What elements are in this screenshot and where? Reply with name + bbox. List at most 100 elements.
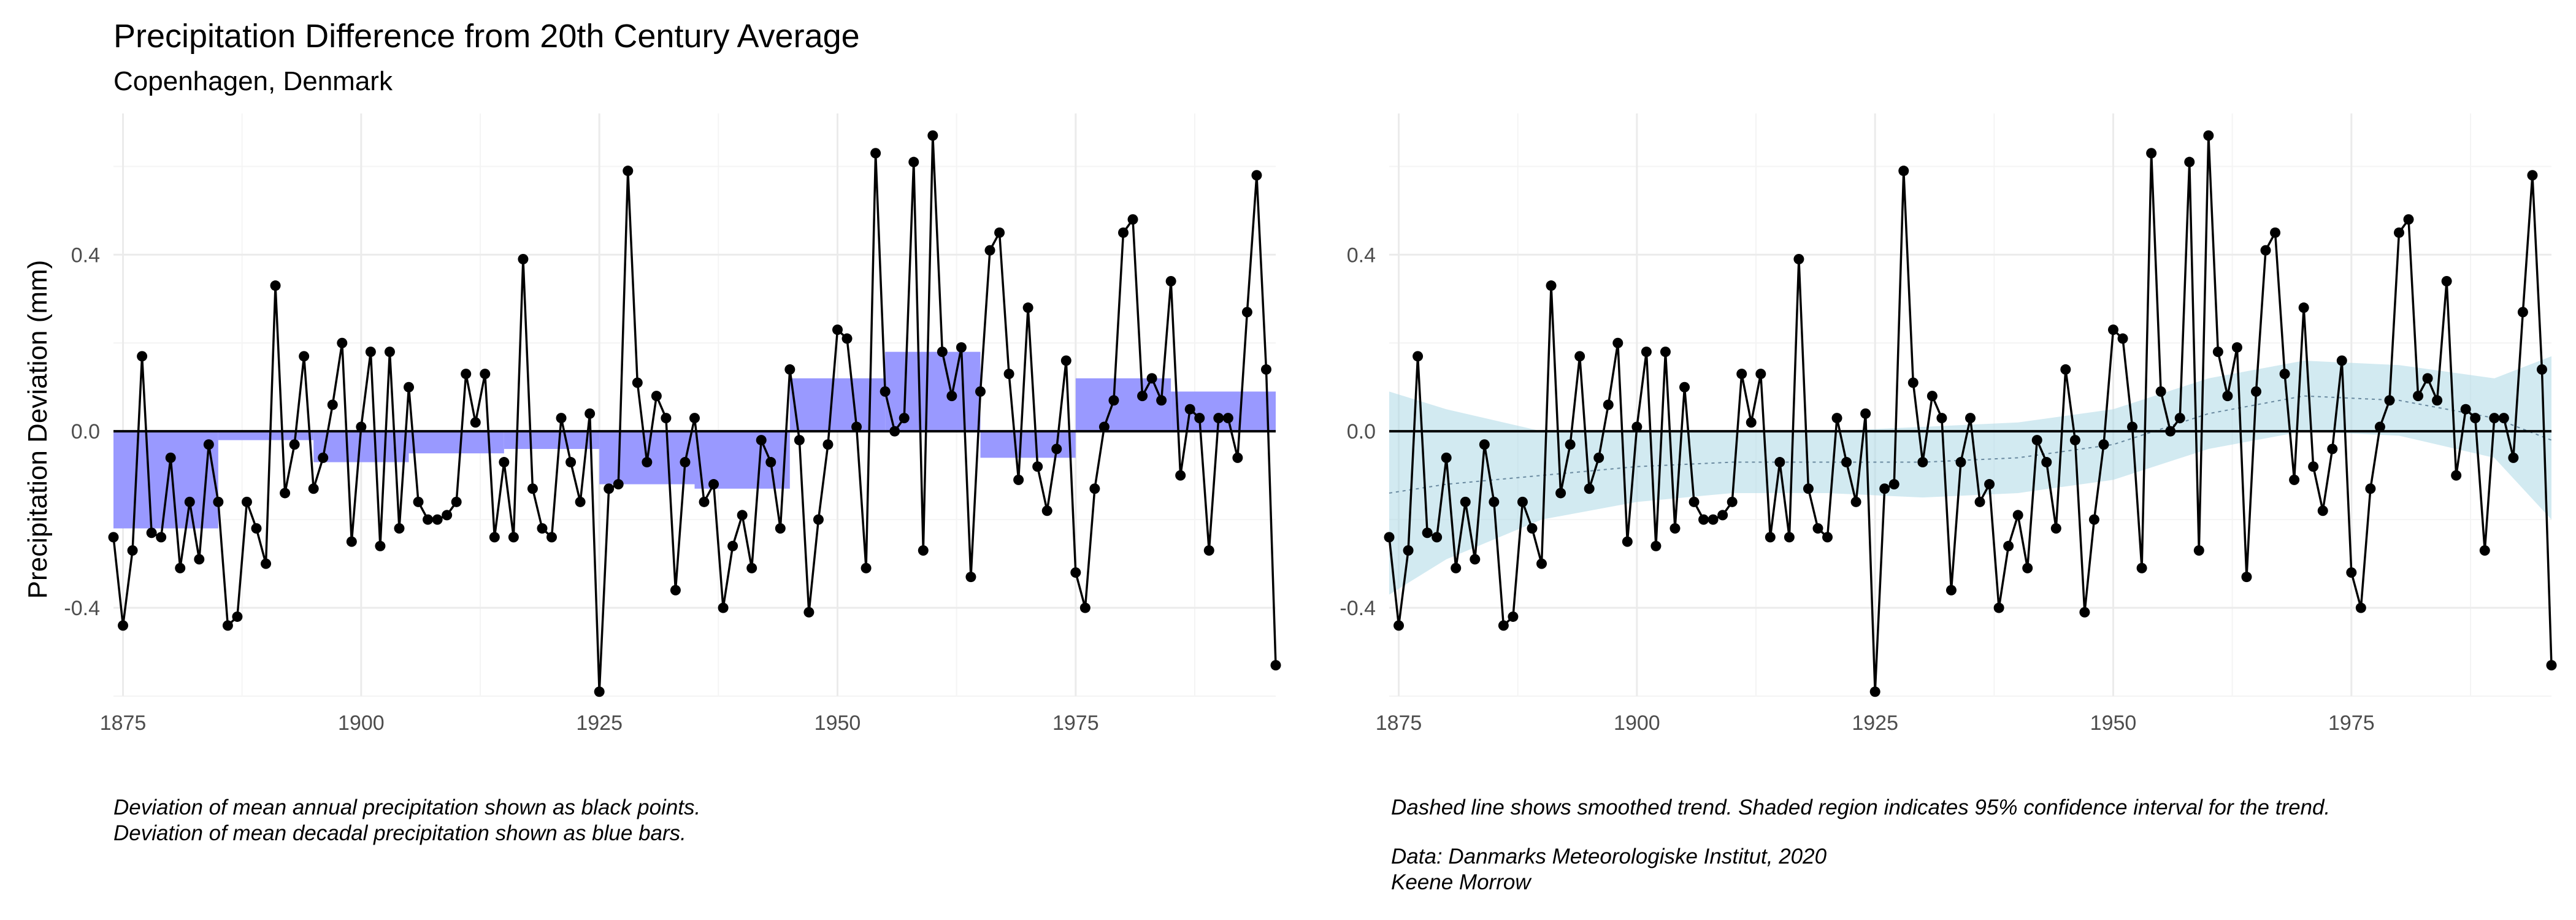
annual-point — [2327, 443, 2338, 454]
annual-point — [870, 148, 881, 159]
annual-point — [2432, 395, 2443, 406]
annual-point — [1527, 523, 1538, 534]
annual-point — [1127, 214, 1138, 225]
annual-point — [880, 386, 891, 397]
y-tick-label: -0.4 — [1340, 597, 1376, 620]
annual-point — [404, 381, 415, 393]
annual-point — [2489, 413, 2500, 424]
annual-point — [832, 324, 843, 335]
annual-point — [289, 439, 300, 450]
chart-title: Precipitation Difference from 20th Centu… — [113, 18, 860, 55]
decadal-bar — [1075, 378, 1171, 432]
annual-point — [1213, 413, 1224, 424]
annual-point — [1717, 510, 1728, 521]
annual-point — [2298, 302, 2309, 313]
annual-point — [1660, 347, 1671, 358]
trend-line — [1389, 395, 2552, 494]
annual-point — [1489, 496, 1500, 507]
annual-point — [813, 514, 824, 525]
annual-point — [2365, 483, 2376, 494]
annual-point — [2069, 435, 2080, 446]
annual-point — [299, 351, 310, 362]
annual-point — [1784, 532, 1795, 543]
annual-point — [1203, 545, 1214, 556]
annual-point — [442, 510, 453, 521]
annual-point — [1393, 620, 1405, 631]
annual-point — [337, 337, 348, 348]
annual-point — [737, 510, 748, 521]
annual-point — [194, 554, 205, 565]
x-tick-label: 1875 — [1376, 711, 1422, 735]
annual-point — [1422, 527, 1433, 539]
annual-point — [318, 452, 329, 463]
annual-point — [1955, 457, 1966, 468]
annual-point — [2117, 333, 2128, 344]
annual-point — [1888, 479, 1899, 490]
author-line: Keene Morrow — [1391, 870, 1531, 894]
annual-point — [527, 483, 538, 494]
annual-point — [613, 479, 624, 490]
annual-point — [2422, 373, 2433, 384]
annual-point — [118, 620, 129, 631]
annual-point — [451, 496, 462, 507]
annual-point — [346, 536, 357, 547]
annual-point — [1993, 602, 2004, 613]
annual-point — [1850, 496, 1861, 507]
annual-point — [2355, 602, 2366, 613]
annual-point — [1736, 369, 1747, 380]
y-tick-label: 0.4 — [71, 243, 100, 267]
decadal-bar — [694, 431, 790, 489]
annual-point — [1755, 369, 1766, 380]
annual-point — [1108, 395, 1119, 406]
annual-point — [1822, 532, 1833, 543]
annual-point — [241, 496, 252, 507]
annual-point — [1727, 496, 1738, 507]
annual-point — [1536, 558, 1547, 569]
annual-point — [2098, 439, 2109, 450]
annual-point — [2517, 307, 2528, 318]
annual-point — [308, 483, 319, 494]
annual-point — [1460, 496, 1471, 507]
annual-point — [746, 562, 757, 573]
annual-point — [1498, 620, 1509, 631]
annual-point — [908, 156, 919, 167]
annual-point — [689, 413, 700, 424]
annual-point — [1698, 514, 1709, 525]
annual-point — [2346, 567, 2357, 578]
annual-point — [280, 488, 291, 499]
annual-point — [261, 558, 272, 569]
annual-point — [165, 452, 176, 463]
annual-point — [1432, 532, 1443, 543]
annual-point — [718, 602, 729, 613]
annual-point — [994, 227, 1005, 238]
annual-point — [1117, 227, 1129, 238]
annual-point — [623, 166, 634, 177]
annual-point — [1565, 439, 1576, 450]
annual-point — [2193, 545, 2204, 556]
annual-point — [784, 364, 795, 375]
annual-point — [889, 426, 900, 437]
annual-point — [1060, 355, 1071, 366]
left-caption-line-2: Deviation of mean decadal precipitation … — [113, 821, 686, 845]
annual-point — [1812, 523, 1823, 534]
annual-point — [2127, 421, 2138, 432]
annual-point — [2441, 275, 2452, 286]
annual-point — [1194, 413, 1205, 424]
annual-point — [2546, 660, 2557, 671]
annual-point — [1508, 611, 1519, 622]
annual-point — [2088, 514, 2099, 525]
annual-point — [1793, 254, 1804, 264]
annual-point — [251, 523, 262, 534]
annual-point — [1774, 457, 1785, 468]
right-caption-source: Data: Danmarks Meteorologiske Institut, … — [1391, 844, 1827, 895]
annual-point — [375, 540, 386, 551]
annual-point — [1146, 373, 1157, 384]
annual-point — [565, 457, 577, 468]
annual-point — [1974, 496, 1985, 507]
annual-point — [2289, 474, 2300, 485]
annual-point — [2136, 562, 2147, 573]
annual-point — [2031, 435, 2042, 446]
annual-point — [2479, 545, 2490, 556]
annual-point — [2212, 347, 2223, 358]
